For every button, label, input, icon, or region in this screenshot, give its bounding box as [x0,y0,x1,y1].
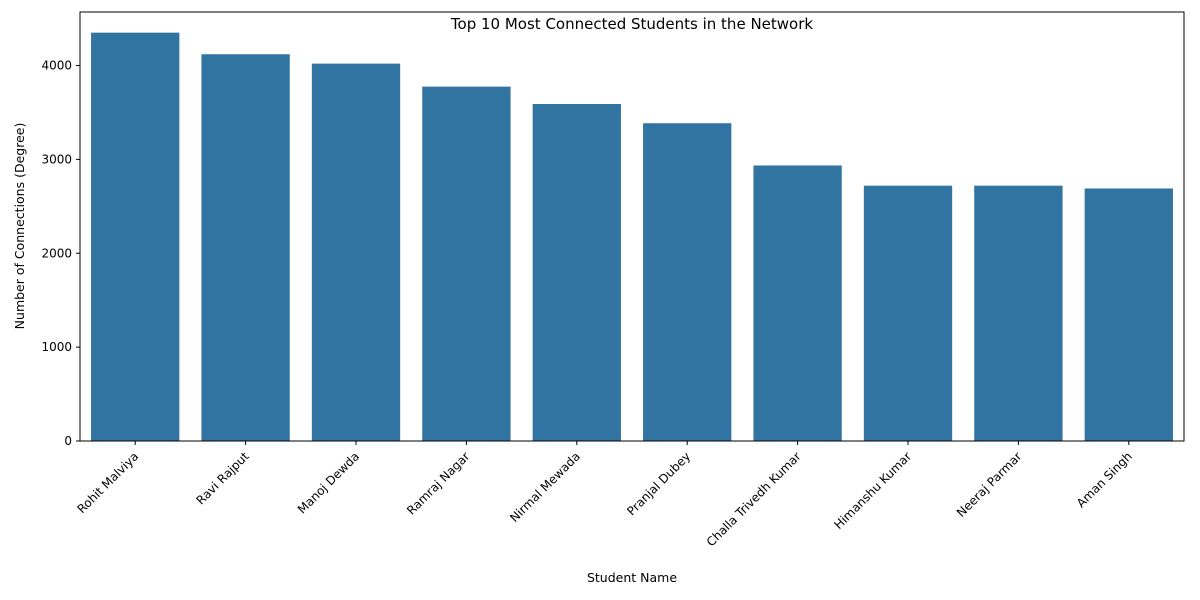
x-tick-label: Manoj Dewda [295,449,362,516]
bar-challa-trivedh-kumar [753,165,842,442]
bar-ravi-rajput [201,54,290,442]
x-tick-label: Ramraj Nagar [404,449,472,517]
y-tick-label: 2000 [41,246,72,260]
x-tick-label: Himanshu Kumar [831,449,914,532]
y-tick-label: 1000 [41,340,72,354]
bar-aman-singh [1084,188,1173,441]
bars-group [91,32,1173,442]
bar-rohit-malviya [91,32,180,442]
x-tick-label: Neeraj Parmar [954,449,1025,520]
bar-nirmal-mewada [532,104,621,441]
y-axis-label: Number of Connections (Degree) [12,123,27,330]
y-tick-label: 0 [64,434,72,448]
y-tick-label: 4000 [41,59,72,73]
x-axis-label: Student Name [587,570,677,585]
chart-title: Top 10 Most Connected Students in the Ne… [450,15,813,33]
x-tick-label: Rohit Malviya [74,449,141,516]
y-ticks-group: 0 1000 2000 3000 4000 [41,59,80,448]
x-tick-label: Aman Singh [1074,449,1135,510]
x-tick-label: Nirmal Mewada [507,449,583,525]
x-ticks-group: Rohit Malviya Ravi Rajput Manoj Dewda Ramra… [74,441,1135,549]
bar-pranjal-dubey [643,123,732,442]
bar-neeraj-parmar [974,185,1063,441]
bar-ramraj-nagar [422,86,511,441]
y-tick-label: 3000 [41,152,72,166]
x-tick-label: Challa Trivedh Kumar [704,449,804,549]
bar-manoj-dewda [311,63,401,441]
x-tick-label: Pranjal Dubey [624,449,693,518]
bar-himanshu-kumar [863,185,953,441]
x-tick-label: Ravi Rajput [193,449,251,507]
plot-frame [79,11,1185,442]
